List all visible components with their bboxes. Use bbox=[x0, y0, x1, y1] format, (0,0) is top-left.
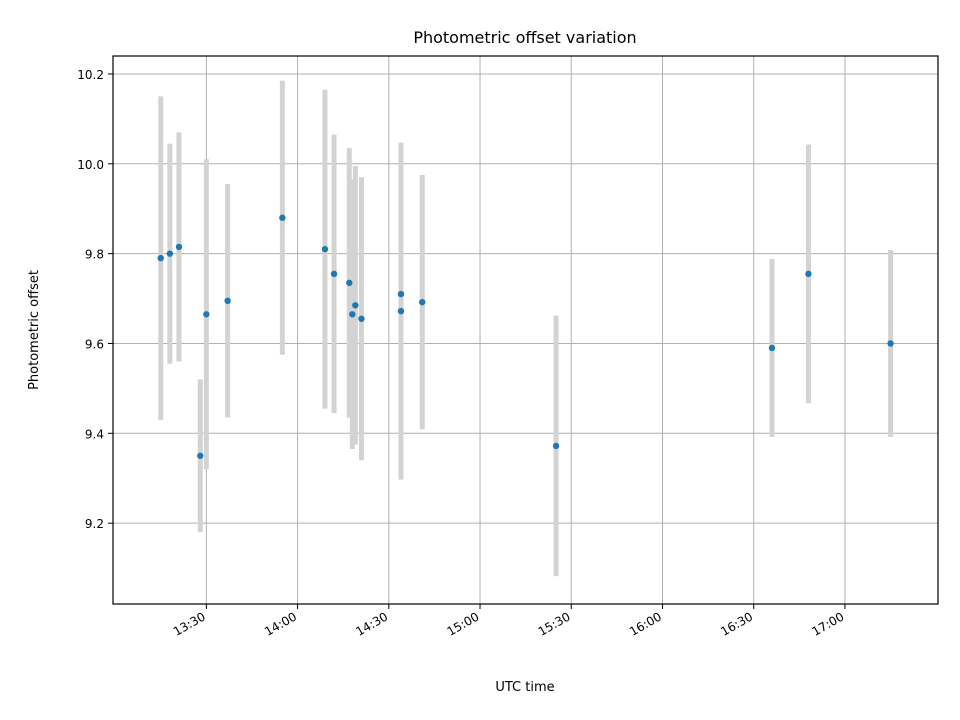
y-tick-label: 9.8 bbox=[85, 248, 104, 262]
y-axis-ticks: 9.2 9.4 9.6 9.8 10.0 10.2 bbox=[77, 68, 113, 531]
data-points bbox=[157, 214, 894, 459]
data-point bbox=[805, 270, 812, 278]
data-point bbox=[346, 279, 353, 287]
data-point bbox=[768, 344, 776, 352]
x-axis-label: UTC time bbox=[495, 680, 554, 695]
data-point bbox=[203, 311, 210, 318]
grid bbox=[113, 56, 938, 604]
plot-frame bbox=[112, 55, 939, 605]
data-point bbox=[352, 302, 359, 309]
data-point bbox=[349, 311, 356, 318]
chart-title: Photometric offset variation bbox=[413, 28, 636, 47]
data-point bbox=[197, 452, 204, 459]
y-tick-label: 10.0 bbox=[77, 158, 104, 172]
data-point bbox=[166, 250, 174, 257]
y-tick-label: 9.4 bbox=[85, 427, 104, 441]
data-point bbox=[157, 254, 164, 262]
data-point bbox=[358, 315, 365, 322]
plot-area bbox=[113, 56, 938, 604]
data-point bbox=[321, 245, 329, 253]
data-point bbox=[279, 214, 286, 221]
data-point bbox=[224, 297, 231, 305]
data-point bbox=[887, 340, 894, 347]
data-point bbox=[397, 307, 405, 315]
data-point bbox=[175, 243, 183, 251]
data-point bbox=[330, 270, 338, 278]
data-point bbox=[397, 290, 405, 298]
data-point bbox=[419, 298, 426, 306]
y-axis-label: Photometric offset bbox=[27, 270, 42, 390]
data-point bbox=[552, 442, 560, 450]
y-tick-label: 9.2 bbox=[85, 517, 104, 531]
y-tick-label: 10.2 bbox=[77, 68, 104, 82]
y-tick-label: 9.6 bbox=[85, 337, 104, 351]
